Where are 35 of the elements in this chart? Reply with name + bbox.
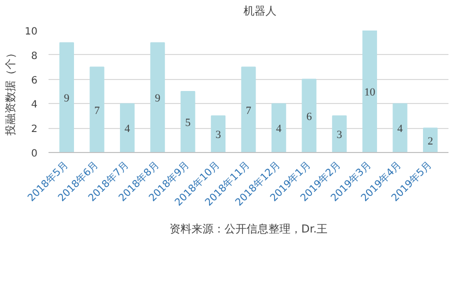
bar xyxy=(150,42,165,152)
bar xyxy=(302,78,316,152)
bar xyxy=(271,103,286,152)
y-axis-title: 投融资数据（个） xyxy=(4,48,17,136)
y-tick-label: 8 xyxy=(31,50,38,62)
bar xyxy=(362,30,378,152)
bar xyxy=(120,103,135,152)
data-label: 10 xyxy=(364,86,376,98)
y-tick-label: 10 xyxy=(24,26,38,38)
data-label: 7 xyxy=(94,104,100,117)
data-label: 4 xyxy=(276,123,282,136)
y-tick-label: 6 xyxy=(31,75,38,86)
bar xyxy=(90,66,104,152)
text: 机器人 xyxy=(244,4,276,18)
data-label: 4 xyxy=(397,123,404,136)
data-label: 6 xyxy=(306,110,312,123)
data-label: 2 xyxy=(428,135,434,148)
bar xyxy=(392,103,408,152)
y-tick-label: 2 xyxy=(31,124,38,136)
bar xyxy=(241,66,256,152)
y-tick-label: 4 xyxy=(31,100,38,111)
bar xyxy=(332,115,347,152)
data-label: 9 xyxy=(64,92,70,105)
y-tick-label: 0 xyxy=(31,148,38,160)
data-label: 5 xyxy=(185,117,192,129)
text: 资料来源：公开信息整理，Dr.王 xyxy=(169,222,328,236)
bar xyxy=(210,115,226,152)
data-label: 4 xyxy=(124,123,131,136)
bar xyxy=(59,42,74,152)
data-label: 9 xyxy=(154,92,161,105)
data-label: 7 xyxy=(246,104,252,117)
bar xyxy=(180,91,196,152)
bar xyxy=(423,128,438,152)
data-label: 3 xyxy=(215,129,222,142)
data-label: 3 xyxy=(336,129,343,142)
